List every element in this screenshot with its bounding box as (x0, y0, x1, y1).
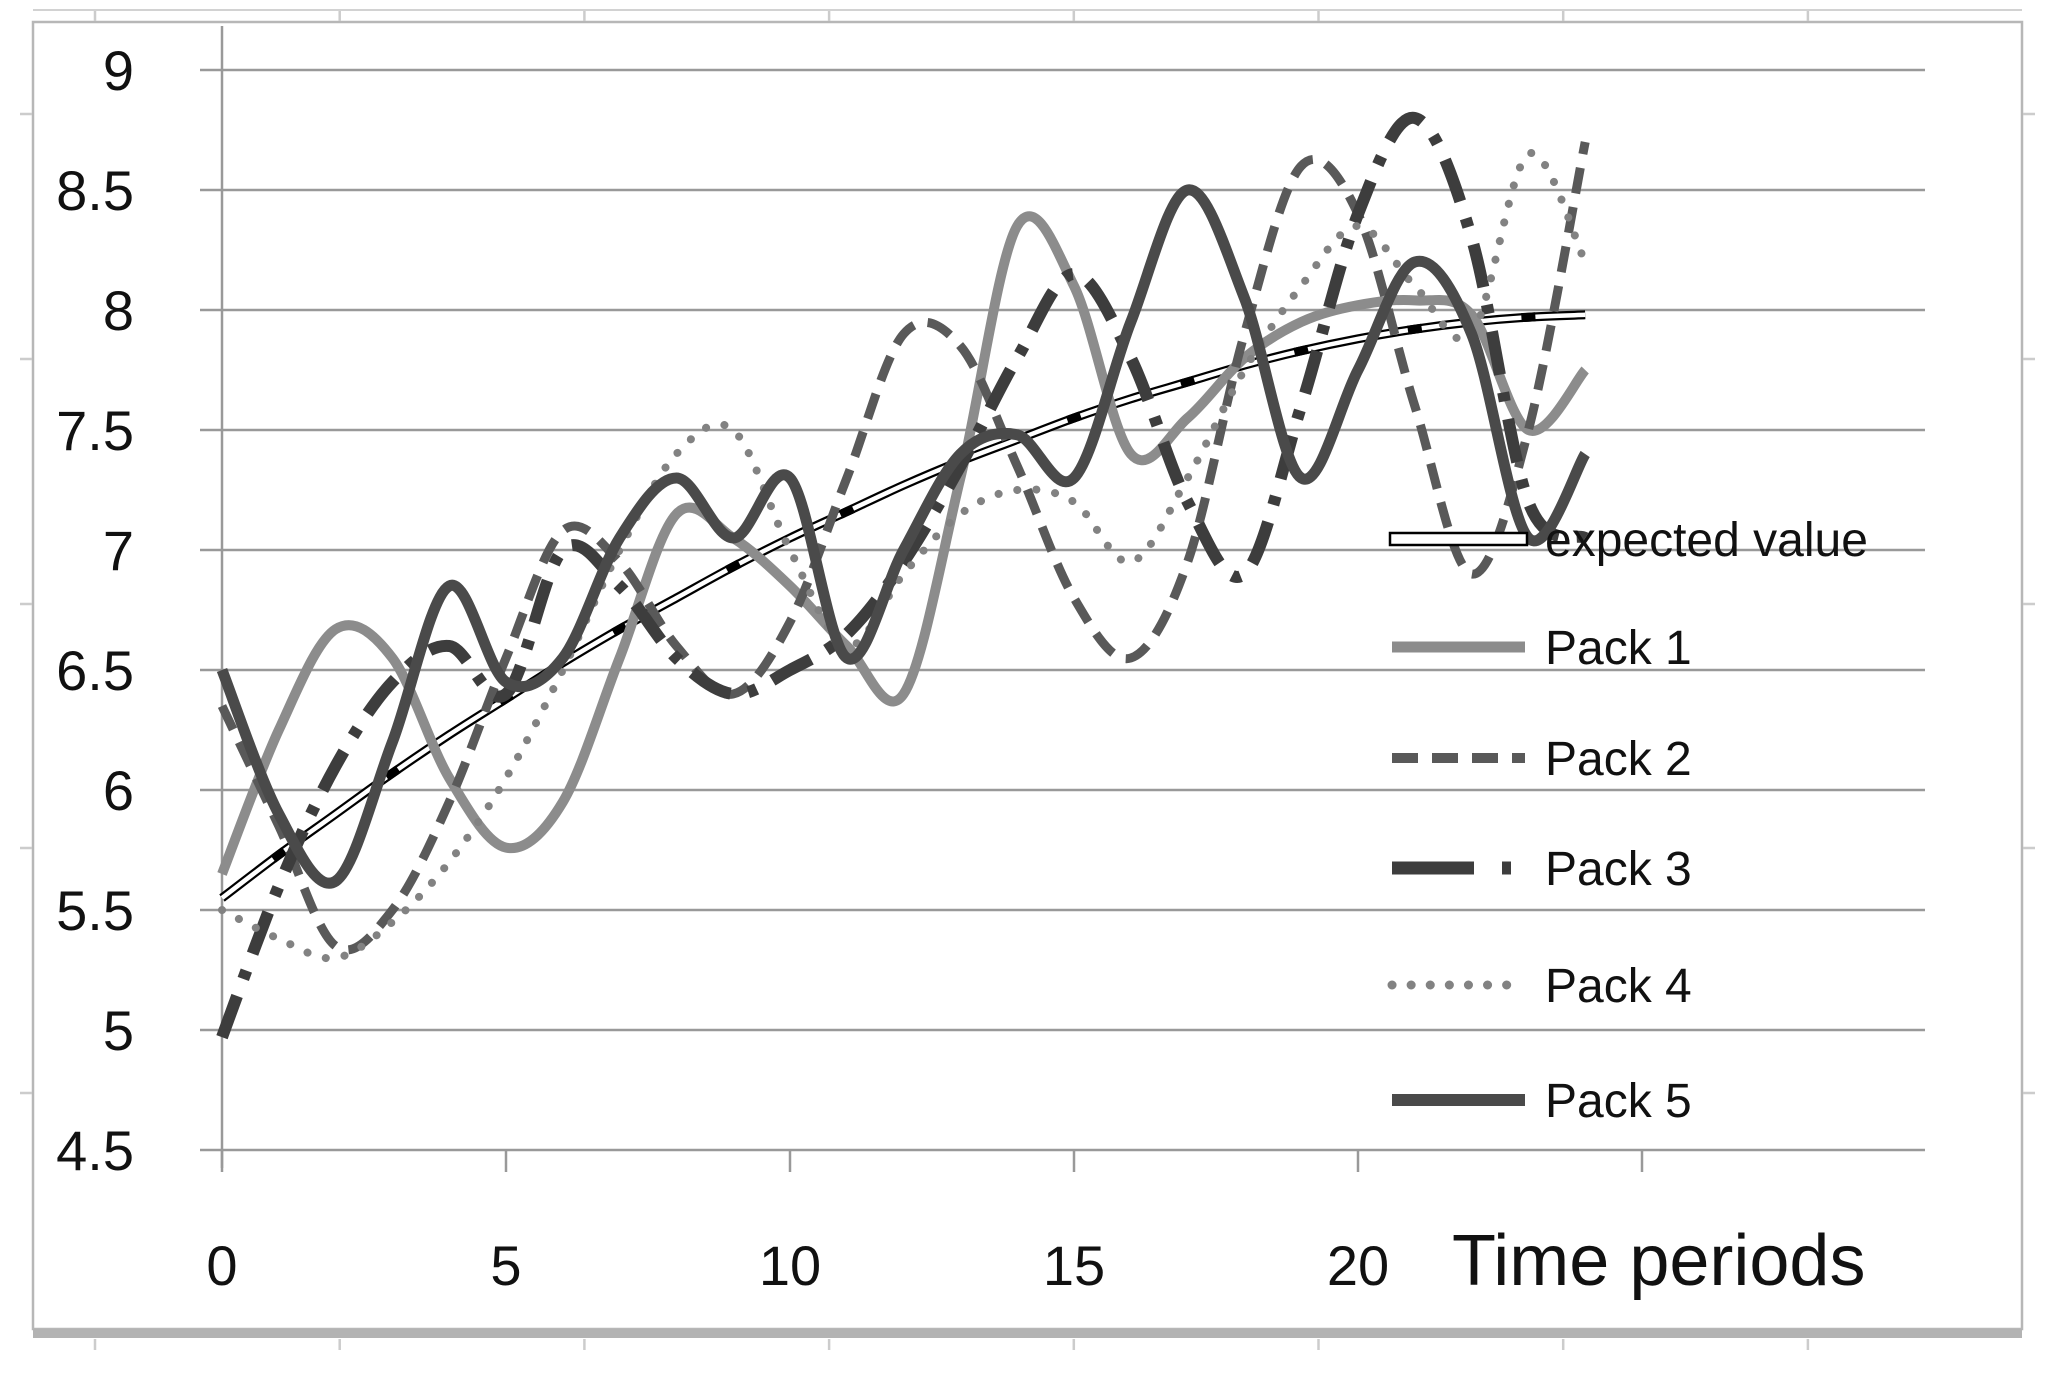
y-tick-label: 8 (103, 279, 134, 342)
legend-item-pack-4: Pack 4 (1387, 960, 1692, 1013)
expected-value-marker (724, 559, 742, 575)
legend-item-pack-5: Pack 5 (1392, 1075, 1692, 1128)
series-pack-4 (218, 149, 1590, 963)
axes (220, 26, 1644, 1172)
y-tick-label: 7 (103, 519, 134, 582)
expected-value-marker (1407, 323, 1423, 335)
data-series (216, 111, 1590, 1040)
expected-value-marker (1179, 375, 1196, 389)
x-tick-label: 5 (490, 1234, 521, 1297)
expected-value-marker (384, 765, 401, 781)
legend-swatch-expected-value-icon (1388, 531, 1529, 547)
legend-label: expected value (1545, 514, 1868, 567)
x-tick-label: 0 (206, 1234, 237, 1297)
expected-value-marker (270, 847, 288, 863)
series-pack-2 (217, 141, 1590, 955)
legend-item-expected-value: expected value (1388, 514, 1868, 567)
x-axis-title: Time periods (1452, 1221, 1865, 1301)
y-tick-label: 8.5 (56, 159, 134, 222)
figure-border (20, 9, 2035, 1350)
series-pack-5 (216, 184, 1590, 889)
series-pack-1 (217, 211, 1590, 876)
x-tick-label: 15 (1043, 1234, 1105, 1297)
y-tick-label: 5 (103, 999, 134, 1062)
series-pack-3 (216, 111, 1589, 1040)
x-tick-label: 10 (759, 1234, 821, 1297)
legend-label: Pack 3 (1545, 843, 1692, 896)
y-tick-label: 6 (103, 759, 134, 822)
legend-label: Pack 4 (1545, 960, 1692, 1013)
expected-value-marker (1521, 312, 1536, 323)
series-expected-value-outer (219, 310, 1586, 902)
gridlines (200, 68, 1925, 1152)
tick-labels: 9 8.5 8 7.5 7 6.5 6 5.5 5 4.5 0 5 10 15 20 (56, 39, 1389, 1297)
y-tick-label: 6.5 (56, 639, 134, 702)
legend: expected value Pack 1 Pack 2 Pack 3 Pack… (1387, 514, 1868, 1128)
expected-value-marker (1065, 411, 1083, 425)
legend-item-pack-3: Pack 3 (1392, 843, 1692, 896)
expected-value-marker (1293, 344, 1310, 357)
y-tick-label: 5.5 (56, 879, 134, 942)
expected-value-marker (838, 504, 856, 519)
expected-value-marker (611, 621, 628, 637)
y-tick-label: 9 (103, 39, 134, 102)
y-tick-label: 4.5 (56, 1119, 134, 1182)
legend-label: Pack 5 (1545, 1075, 1692, 1128)
x-tick-label: 20 (1327, 1234, 1389, 1297)
legend-item-pack-2: Pack 2 (1392, 733, 1692, 786)
legend-label: Pack 1 (1545, 622, 1692, 675)
y-tick-label: 7.5 (56, 399, 134, 462)
series-expected-value-inner (220, 312, 1586, 900)
legend-item-pack-1: Pack 1 (1392, 622, 1692, 675)
legend-label: Pack 2 (1545, 733, 1692, 786)
